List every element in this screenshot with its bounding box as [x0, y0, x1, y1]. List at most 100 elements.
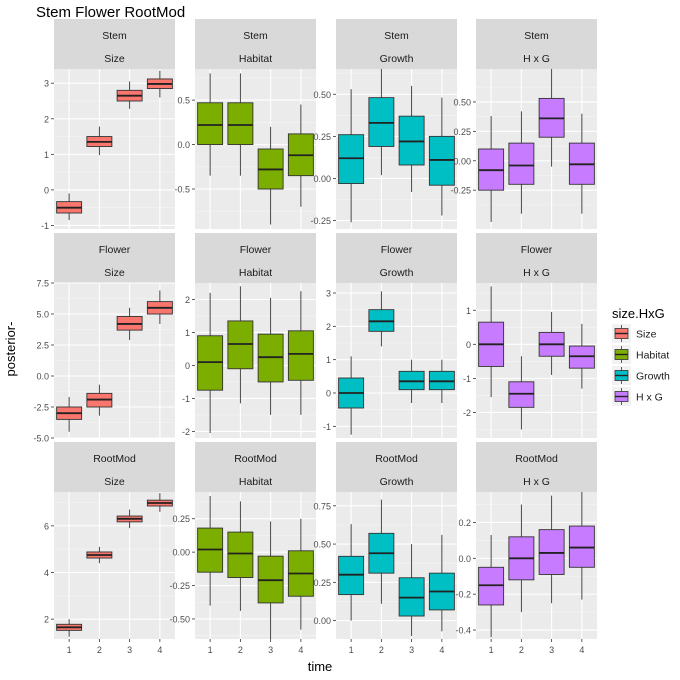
y-tick-label: 6: [44, 521, 49, 531]
panel-background: [54, 492, 175, 639]
legend-title: size.HxG: [612, 306, 665, 321]
box-iqr: [227, 531, 254, 578]
y-tick-label: 0.25: [313, 132, 331, 142]
y-tick-label: 3: [326, 289, 331, 299]
facet-rootmod-habitat: RootMod Habitat -0.50 -0.25 0.00 0.25 1 2 3 4: [169, 442, 316, 655]
y-tick-label: -0.50: [169, 614, 190, 624]
x-tick-label: 4: [157, 645, 162, 655]
box-iqr: [287, 330, 314, 381]
x-tick-label: 4: [579, 645, 584, 655]
y-tick-label: 1: [185, 328, 190, 338]
box-iqr: [508, 142, 535, 185]
y-tick-label: -0.4: [455, 626, 471, 636]
x-tick-label: 2: [238, 645, 243, 655]
y-tick-label: -0.25: [169, 581, 190, 591]
facet-strip: [476, 19, 597, 69]
x-tick-label: 2: [379, 645, 384, 655]
facet-strip: [336, 19, 457, 69]
facet-panel-label: Growth: [380, 476, 414, 488]
facet-strip: [336, 442, 457, 492]
y-tick-label: 0.50: [313, 540, 331, 550]
y-tick-label: 2: [326, 322, 331, 332]
legend-label: Habitat: [636, 350, 669, 362]
legend-label: H x G: [636, 392, 663, 404]
facet-row-label: Stem: [384, 30, 409, 42]
facet-flower-growth: Flower Growth -1 0 1 2 3: [323, 233, 457, 438]
facet-panel-label: H x G: [523, 53, 550, 65]
y-tick-label: 0.25: [453, 127, 471, 137]
facet-row-label: RootMod: [93, 453, 136, 465]
facet-row-label: Flower: [240, 244, 272, 256]
facet-row-label: Flower: [99, 244, 131, 256]
facet-strip: [54, 19, 175, 69]
facet-strip: [195, 19, 316, 69]
y-tick-label: 0.25: [313, 578, 331, 588]
facet-row-label: Flower: [381, 244, 413, 256]
y-tick-label: 0.75: [313, 501, 331, 511]
facet-flower-size: Flower Size -5.0 -2.5 0.0 2.5 5.0 7.5: [33, 233, 175, 444]
facet-panel-label: Size: [104, 53, 125, 65]
x-axis-title: time: [308, 659, 333, 674]
y-tick-label: -1: [182, 394, 190, 404]
y-tick-label: 0.0: [36, 372, 49, 382]
legend-item-size: Size: [612, 324, 657, 343]
facet-panel-label: H x G: [523, 267, 550, 279]
y-tick-label: -1: [41, 221, 49, 231]
y-tick-label: -1: [323, 422, 331, 432]
legend-label: Size: [636, 329, 657, 341]
y-tick-label: 0: [466, 340, 471, 350]
y-tick-label: 1: [466, 306, 471, 316]
y-tick-label: 4: [44, 568, 49, 578]
facet-row-label: Flower: [521, 244, 553, 256]
facet-rootmod-growth: RootMod Growth 0.00 0.25 0.50 0.75 1 2 3 4: [313, 442, 457, 655]
y-tick-label: 0.0: [177, 140, 190, 150]
y-tick-label: 3: [44, 79, 49, 89]
facet-stem-size: Stem Size -1 0 1 2 3: [41, 19, 175, 231]
facet-panel-label: Size: [104, 267, 125, 279]
y-tick-label: 0.00: [453, 156, 471, 166]
x-tick-label: 3: [409, 645, 414, 655]
y-tick-label: 0.00: [313, 616, 331, 626]
y-tick-label: 0.00: [172, 548, 190, 558]
facet-strip: [54, 233, 175, 283]
y-tick-label: -2.5: [33, 403, 49, 413]
facet-strip: [336, 233, 457, 283]
box-iqr: [197, 102, 224, 146]
x-tick-label: 2: [519, 645, 524, 655]
facet-strip: [195, 233, 316, 283]
y-tick-label: -2: [463, 408, 471, 418]
facet-panel-label: H x G: [523, 476, 550, 488]
facet-row-label: Stem: [243, 30, 268, 42]
y-tick-label: 7.5: [36, 279, 49, 289]
legend-item-hxg: H x G: [612, 387, 663, 406]
y-tick-label: 2: [44, 615, 49, 625]
legend-label: Growth: [636, 371, 670, 383]
y-tick-label: 0.00: [313, 174, 331, 184]
facet-panels: Stem Size -1 0 1 2 3 Stem Habitat -0.5 0.0 0.5 Stem G…: [33, 19, 597, 655]
y-tick-label: 5.0: [36, 310, 49, 320]
y-tick-label: 0: [326, 389, 331, 399]
y-tick-label: 0: [44, 185, 49, 195]
y-tick-label: -0.2: [455, 590, 471, 600]
y-tick-label: -0.25: [450, 186, 471, 196]
facet-flower-hxg: Flower H x G -2 -1 0 1: [463, 233, 597, 438]
y-tick-label: 0.2: [458, 518, 471, 528]
x-tick-label: 1: [67, 645, 72, 655]
facet-strip: [195, 442, 316, 492]
x-tick-label: 3: [268, 645, 273, 655]
y-tick-label: 2: [44, 114, 49, 124]
facet-rootmod-hxg: RootMod H x G -0.4 -0.2 0.0 0.2 1 2 3 4: [455, 442, 597, 655]
legend: size.HxG Size Habitat Growth H x G: [612, 306, 670, 406]
facet-rootmod-size: RootMod Size 2 4 6 1 2 3 4: [44, 442, 175, 655]
y-tick-label: 2.5: [36, 341, 49, 351]
facet-stem-growth: Stem Growth -0.25 0.00 0.25 0.50: [310, 19, 457, 229]
facet-row-label: Stem: [524, 30, 549, 42]
facet-flower-habitat: Flower Habitat -2 -1 0 1 2: [182, 233, 316, 438]
y-tick-label: -5.0: [33, 434, 49, 444]
facet-row-label: RootMod: [234, 453, 277, 465]
facet-panel-label: Habitat: [239, 267, 272, 279]
y-tick-label: -2: [182, 427, 190, 437]
x-tick-label: 3: [127, 645, 132, 655]
facet-panel-label: Habitat: [239, 53, 272, 65]
